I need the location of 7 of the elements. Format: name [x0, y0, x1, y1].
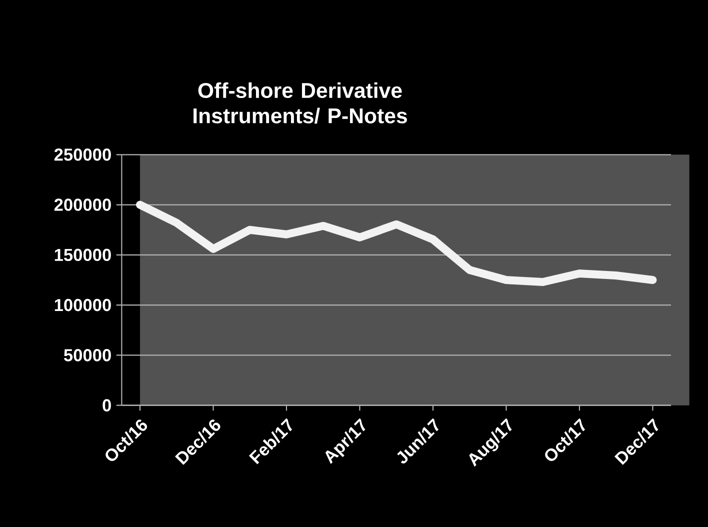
y-tick-label: 100000 [54, 298, 111, 312]
y-tick-label: 150000 [54, 248, 111, 262]
chart-title: Off-shore Derivative Instruments/ P-Notes [194, 82, 407, 124]
y-tick-label: 0 [102, 399, 111, 412]
y-tick-label: 50000 [64, 349, 111, 362]
y-tick-label: 200000 [54, 198, 111, 211]
y-tick-label: 250000 [54, 148, 111, 161]
